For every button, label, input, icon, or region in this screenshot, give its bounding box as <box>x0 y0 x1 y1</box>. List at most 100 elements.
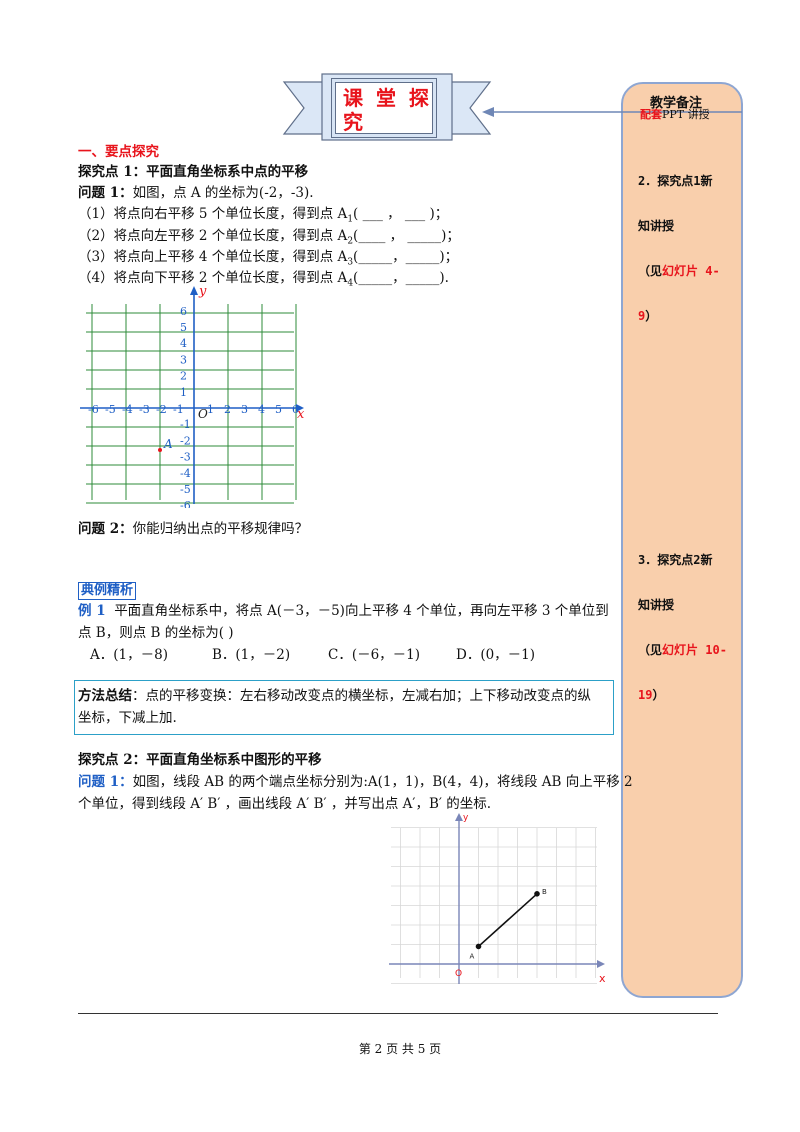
example-label: 典例精析 <box>78 582 137 600</box>
grid1-x-tick: -6 <box>88 403 99 416</box>
note1-close: ） <box>645 309 658 323</box>
example-line1-text: 平面直角坐标系中，将点 A(－3，－5)向上平移 4 个单位，再向左平移 3 个… <box>114 603 609 619</box>
grid1-y-tick: 5 <box>180 321 187 334</box>
example-line2: 点 B，则点 B 的坐标为( ) <box>78 625 234 641</box>
arrow-left-icon <box>482 107 742 117</box>
example-option-a: A．(1，－8) <box>90 647 168 663</box>
grid1-y-tick: -6 <box>180 499 191 508</box>
grid2-y-arrow-icon <box>455 813 463 821</box>
point1-q2-text: 你能归纳出点的平移规律吗？ <box>132 521 309 537</box>
banner-title: 课 堂 探 究 <box>343 86 432 134</box>
item2-text: （2）将点向左平移 2 个单位长度，得到点 A <box>78 228 348 244</box>
grid1-x-tick: -1 <box>173 403 184 416</box>
sidebar-note-1: 2．探究点1新 知讲授 （见幻灯片 4- 9） <box>638 144 720 339</box>
note1-line3: （见幻灯片 4- <box>638 264 720 279</box>
note2-line3: （见幻灯片 10- <box>638 643 727 658</box>
point2-q1-label: 问题 1： <box>78 774 133 790</box>
grid1-x-tick: 3 <box>241 403 248 416</box>
note2-slides-end: 19 <box>638 688 653 702</box>
grid1-y-tick: 4 <box>180 337 187 350</box>
grid1-y-tick: -5 <box>180 483 191 496</box>
grid2-point-b-label: B <box>542 888 547 896</box>
point2-line2: 个单位，得到线段 A′ B′ ，画出线段 A′ B′ ，并写出点 A′，B′ 的… <box>78 796 492 812</box>
sidebar-subtitle-red: 配套 <box>640 108 662 121</box>
item1-text: （1）将点向右平移 5 个单位长度，得到点 A <box>78 206 348 222</box>
grid1-y-tick: 1 <box>180 386 187 399</box>
grid1-x-tick: -3 <box>139 403 150 416</box>
point1-item-1: （1）将点向右平移 5 个单位长度，得到点 A1( ___ ， ___ )； <box>78 204 448 230</box>
grid1-x-tick: 1 <box>207 403 214 416</box>
point1-question1: 问题 1：如图，点 A 的坐标为(-2，-3). <box>78 183 314 203</box>
note2-line1: 3．探究点2新 <box>638 553 713 567</box>
grid1-y-label: y <box>198 284 207 299</box>
grid1-y-tick: -2 <box>180 434 191 447</box>
page-footer: 第 2 页 共 5 页 <box>358 1042 442 1056</box>
grid2-y-label: y <box>463 813 469 823</box>
method-line1: 方法总结：点的平移变换：左右移动改变点的横坐标，左减右加；上下移动改变点的纵 <box>78 686 591 706</box>
note1-line4: 9） <box>638 309 720 324</box>
note2-slides: 幻灯片 10- <box>662 643 727 657</box>
item1-blank: ( ___ ， ___ )； <box>353 206 449 222</box>
method-label: 方法总结 <box>78 688 132 704</box>
note2-close: ） <box>652 688 665 702</box>
grid2-point-a <box>475 943 482 950</box>
grid2-origin-label: O <box>455 969 462 979</box>
example-option-c: C．(－6，－1) <box>328 647 421 663</box>
method-summary-box <box>74 680 614 735</box>
item1-sub: 1 <box>347 214 354 225</box>
grid1-point-a <box>158 448 162 452</box>
item4-blank: (_____，_____). <box>353 270 449 286</box>
note2-line2: 知讲授 <box>638 598 675 612</box>
note1-line2: 知讲授 <box>638 219 675 233</box>
point1-q1-label: 问题 1： <box>78 185 133 201</box>
item2-sub: 2 <box>347 236 354 247</box>
grid1-x-tick: 5 <box>275 403 282 416</box>
item4-text: （4）将点向下平移 2 个单位长度，得到点 A <box>78 270 348 286</box>
item3-text: （3）将点向上平移 4 个单位长度，得到点 A <box>78 249 348 265</box>
point1-question2: 问题 2：你能归纳出点的平移规律吗？ <box>78 519 308 539</box>
item4-sub: 4 <box>347 278 354 289</box>
note1-line1: 2．探究点1新 <box>638 174 713 188</box>
item3-sub: 3 <box>347 257 354 268</box>
point1-heading: 探究点 1：平面直角坐标系中点的平移 <box>78 164 309 180</box>
sidebar-title: 教学备注 <box>650 96 703 111</box>
point2-line1: 问题 1：如图，线段 AB 的两个端点坐标分别为:A(1，1)，B(4，4)，将… <box>78 772 633 792</box>
item2-blank: (____ ， _____)； <box>353 228 460 244</box>
grid1-x-arrow-icon <box>296 404 304 412</box>
grid2-x-label: x <box>599 972 606 985</box>
point1-item-4: （4）将点向下平移 2 个单位长度，得到点 A4(_____，_____). <box>78 268 449 294</box>
sidebar-subtitle-rest: PPT 讲授 <box>662 108 710 121</box>
point2-heading: 探究点 2：平面直角坐标系中图形的平移 <box>78 752 322 768</box>
grid1-y-arrow-icon <box>190 286 198 295</box>
grid1-x-tick: -5 <box>105 403 116 416</box>
grid1-x-tick: 4 <box>258 403 265 416</box>
sidebar-subtitle: 配套PPT 讲授 <box>640 108 710 122</box>
grid1-y-tick: 6 <box>180 305 187 318</box>
grid1-origin-label: O <box>198 407 208 421</box>
note2-open: （见 <box>638 643 663 657</box>
grid2-segment-ab <box>477 893 538 948</box>
grid1-x-tick: 2 <box>224 403 231 416</box>
grid1-point-a-label: A <box>163 437 173 451</box>
note1-open: （见 <box>638 264 663 278</box>
point1-item-2: （2）将点向左平移 2 个单位长度，得到点 A2(____ ， _____)； <box>78 226 460 252</box>
example-option-d: D．(0，－1) <box>456 647 536 663</box>
coordinate-grid-2: x y O A B <box>389 813 606 985</box>
grid1-y-tick: -1 <box>180 418 191 431</box>
teaching-notes-sidebar <box>621 82 743 998</box>
grid1-x-tick: -2 <box>156 403 167 416</box>
method-line2: 坐标，下减上加. <box>78 710 177 726</box>
note1-slides-end: 9 <box>638 309 646 323</box>
point2-line1-text: 如图，线段 AB 的两个端点坐标分别为:A(1，1)，B(4，4)，将线段 AB… <box>132 774 633 790</box>
grid1-y-tick: 2 <box>180 370 187 383</box>
grid2-x-arrow-icon <box>597 960 605 968</box>
example-option-b: B．(1，－2) <box>212 647 291 663</box>
grid1-y-tick: 3 <box>180 353 187 366</box>
item3-blank: (_____，_____)； <box>353 249 459 265</box>
point1-q1-text: 如图，点 A 的坐标为(-2，-3). <box>132 185 314 201</box>
grid2-point-b <box>534 891 540 897</box>
grid1-x-tick: -4 <box>122 403 133 416</box>
example-line1: 例 1 平面直角坐标系中，将点 A(－3，－5)向上平移 4 个单位，再向左平移… <box>78 601 609 621</box>
note1-slides: 幻灯片 4- <box>662 264 720 278</box>
